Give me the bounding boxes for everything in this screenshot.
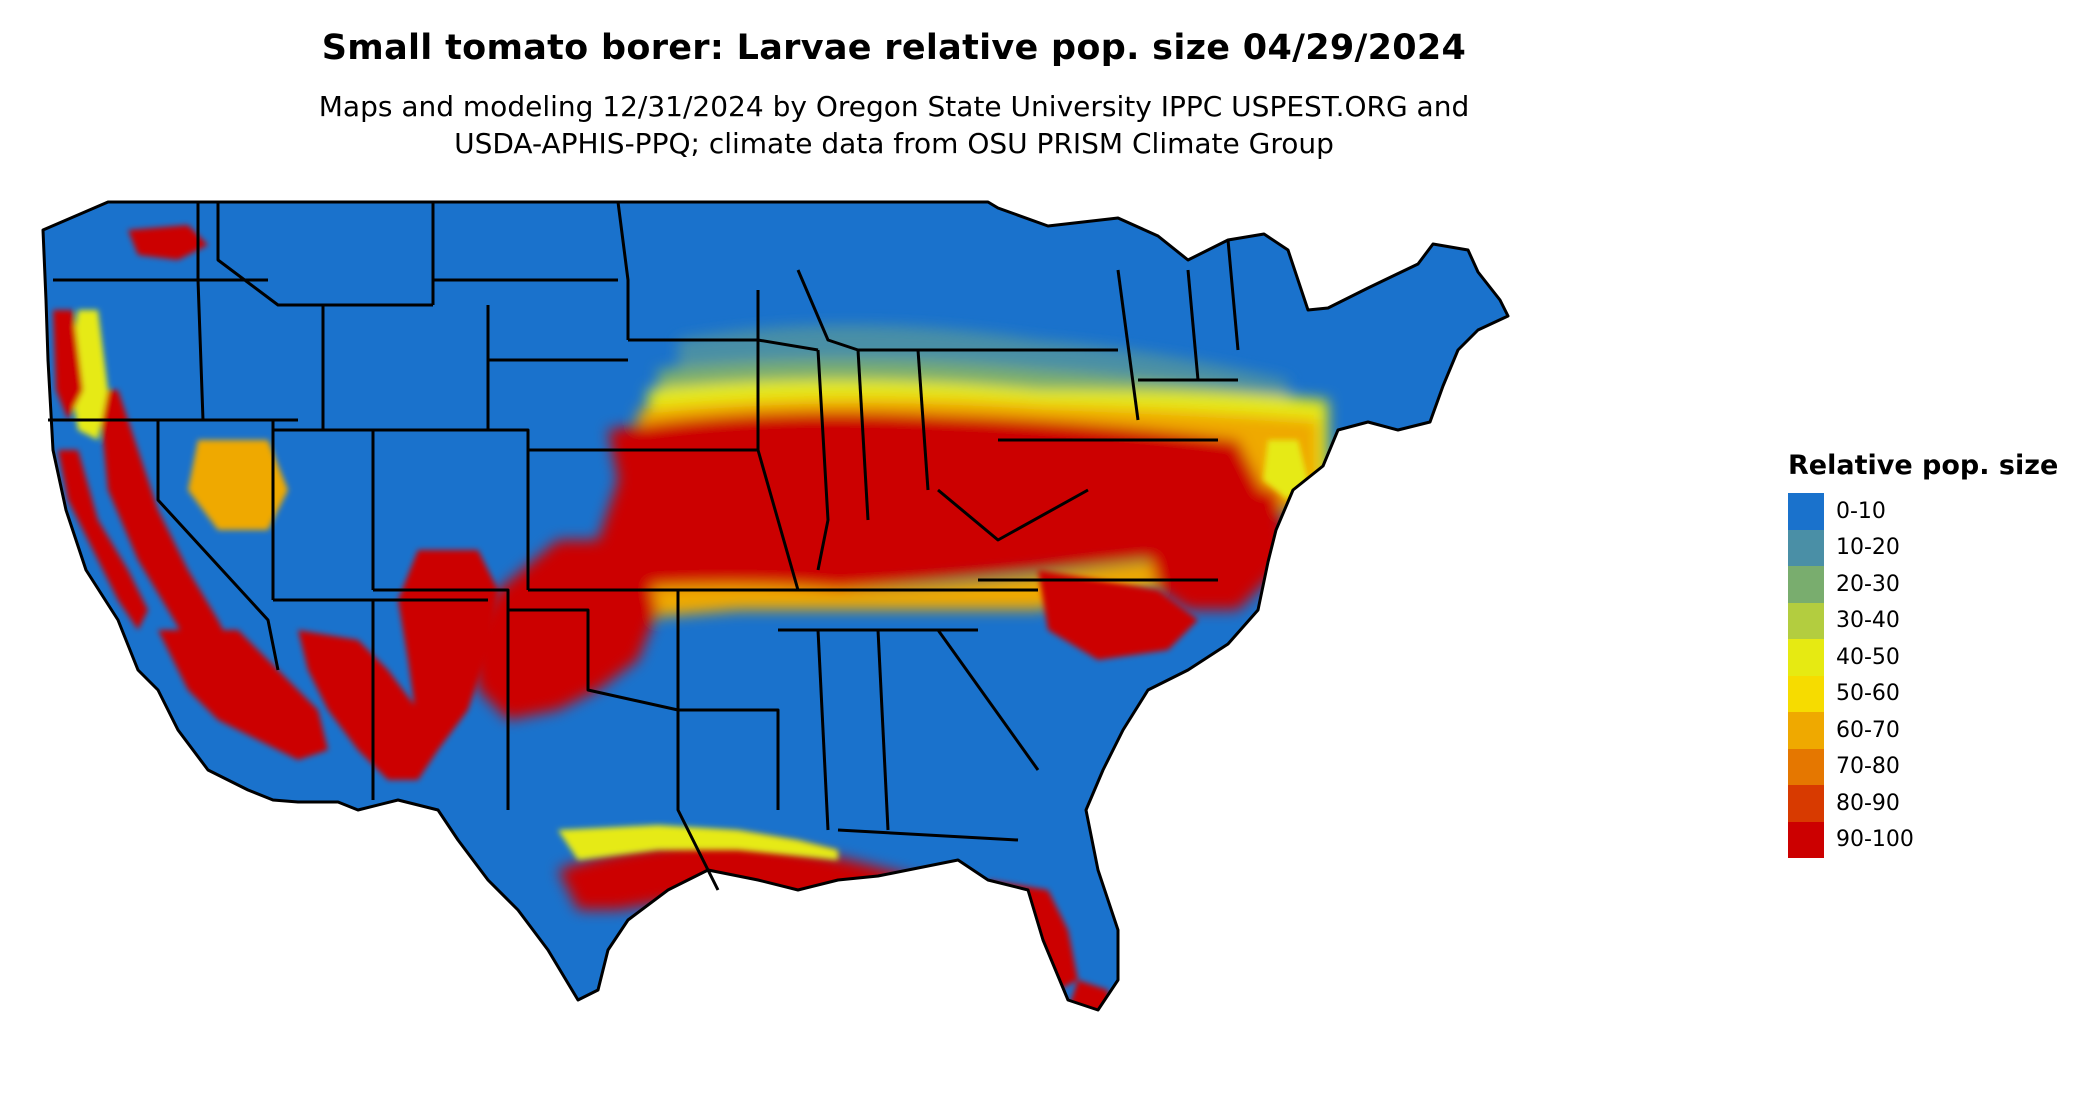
legend-label: 50-60 [1836,681,1900,707]
border-co-ks [488,428,530,590]
state-borders [41,200,1510,1012]
legend-item: 60-70 [1788,712,2088,749]
border-ga-sc [936,629,1040,771]
yellow-california-edge [68,310,108,440]
legend-label: 60-70 [1836,717,1900,743]
border-co-nm [373,588,510,810]
core-red-central [598,412,1268,610]
legend-swatch [1788,712,1824,749]
legend-item: 0-10 [1788,493,2088,530]
border-me-nh [1226,239,1240,351]
border-ny-ne [1116,269,1140,421]
border-ca-nv [156,420,280,671]
legend-label: 10-20 [1836,535,1900,561]
heat-layer [43,202,1508,1010]
red-florida-tip [1068,980,1113,1010]
legend-swatch [1788,529,1824,566]
red-california-valley [98,390,238,680]
legend-swatch [1788,785,1824,822]
legend-label: 70-80 [1836,754,1900,780]
border-ok-tx [508,608,679,712]
map-subtitle: Maps and modeling 12/31/2024 by Oregon S… [0,88,1788,162]
red-oregon-coast [53,310,83,420]
legend-swatch [1788,493,1824,530]
legend-label: 30-40 [1836,608,1900,634]
border-ms-al [816,629,830,831]
legend-item: 80-90 [1788,785,2088,822]
red-east-coast [1148,480,1288,610]
border-wi-il [756,290,819,352]
legend-item: 30-40 [1788,602,2088,639]
red-washington-spot [128,225,208,260]
border-ga-fl [837,828,1019,842]
border-oh-pa [916,349,930,491]
border-vt-nh [1186,269,1200,381]
subtitle-line-2: USDA-APHIS-PPQ; climate data from OSU PR… [454,127,1334,160]
map-title: Small tomato borer: Larvae relative pop.… [321,28,1467,68]
legend-item: 20-30 [1788,566,2088,603]
border-mi [796,269,918,352]
red-southern-california [158,630,328,760]
border-in-oh [856,349,870,521]
legend-item: 50-60 [1788,675,2088,712]
legend-title: Relative pop. size [1788,450,2059,481]
border-id-west [196,202,205,421]
border-mn-ia [616,201,630,340]
legend-swatch [1788,639,1824,676]
red-arizona [298,630,438,780]
legend-item: 10-20 [1788,529,2088,566]
subtitle-line-1: Maps and modeling 12/31/2024 by Oregon S… [318,90,1470,123]
border-ar-la [678,708,780,810]
red-california-coast [58,450,148,630]
border-il-in [816,349,830,571]
legend: Relative pop. size 0-10 10-20 20-30 30-40 40… [1788,450,2088,858]
yellow-gulf-edge [558,825,838,860]
legend-label: 40-50 [1836,644,1900,670]
legend-swatch [1788,566,1824,603]
legend-item: 90-100 [1788,821,2088,858]
yellow-east-coast [1263,440,1308,500]
border-tx-east [676,590,720,891]
border-ut-co [273,428,375,590]
border-va-wv [937,488,1089,542]
border-wy [321,305,490,432]
orange-nevada-utah [188,440,288,530]
legend-label: 80-90 [1836,790,1900,816]
border-mt-south [216,202,433,307]
legend-swatch [1788,748,1824,785]
legend-item: 40-50 [1788,639,2088,676]
band-orange-south [598,555,1238,620]
legend-item: 70-80 [1788,748,2088,785]
us-map-svg [41,200,1510,1012]
legend-items: 0-10 10-20 20-30 30-40 40-50 50-60 60-70 70-80 8… [1788,493,2088,858]
legend-label: 0-10 [1836,498,1886,524]
legend-swatch [1788,821,1824,858]
border-al-ga [876,629,890,831]
border-mo-ar [668,448,800,592]
red-gulf-coast [558,840,1058,1000]
legend-swatch [1788,602,1824,639]
us-map [38,190,1758,1110]
red-southeast-appalachia [1038,570,1198,660]
us-outline [41,200,1510,1012]
legend-swatch [1788,675,1824,712]
legend-label: 90-100 [1836,827,1914,853]
red-southwest [468,540,658,720]
legend-label: 20-30 [1836,571,1900,597]
